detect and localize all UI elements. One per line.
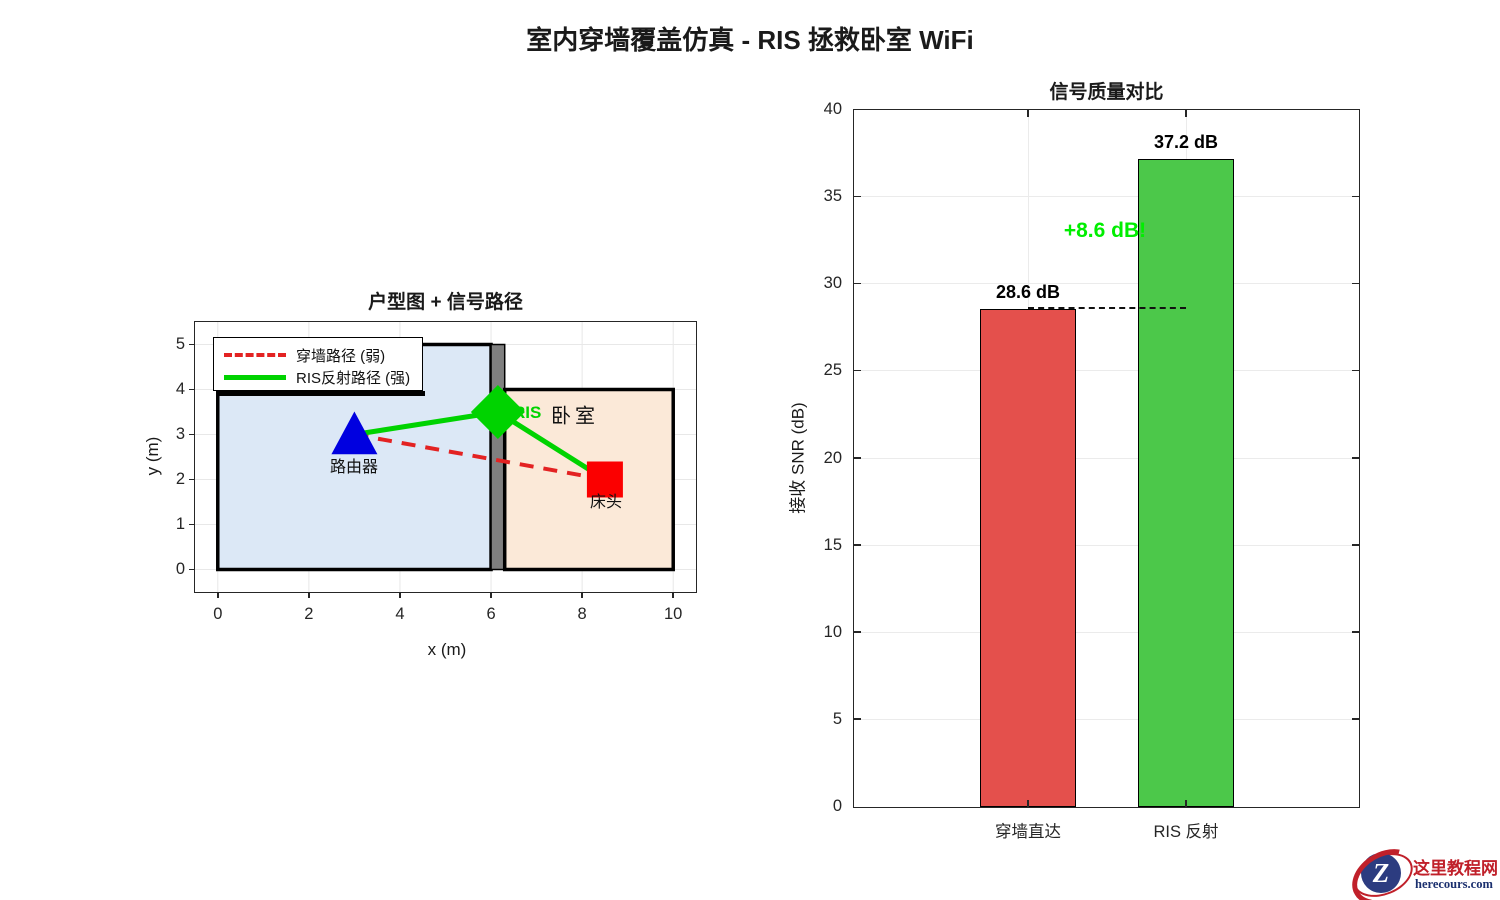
- fp-ytick-mark: [189, 343, 195, 346]
- path-through-wall-path: [354, 432, 606, 482]
- figure-title: 室内穿墙覆盖仿真 - RIS 拯救卧室 WiFi: [526, 25, 974, 55]
- bc-ytick-5: 25: [823, 361, 842, 380]
- fp-xtick-mark: [308, 592, 310, 598]
- fp-ytick-mark: [189, 568, 195, 571]
- bar-through-wall: [980, 308, 1076, 807]
- bc-ytick-mark-left: [854, 544, 861, 546]
- fp-ylabel: y (m): [143, 436, 162, 476]
- bc-xtick-mark-bottom: [1185, 800, 1187, 807]
- marker-bed: [586, 461, 623, 498]
- bc-ytick-mark-right: [1352, 544, 1359, 546]
- fp-xtick-4: 8: [577, 605, 587, 623]
- bc-ytick-mark-right: [1352, 457, 1359, 459]
- bar-ris: [1138, 158, 1234, 807]
- bc-ytick-mark-left: [854, 457, 861, 459]
- bc-ytick-mark-left: [854, 369, 861, 372]
- bc-ylabel: 接收 SNR (dB): [788, 402, 808, 514]
- fp-ytick-mark: [189, 433, 195, 436]
- bc-gridline: [854, 196, 1359, 198]
- fp-xtick-1: 2: [304, 605, 314, 623]
- bc-ytick-8: 40: [823, 100, 842, 118]
- bc-gridline: [854, 631, 1359, 633]
- fp-ytick-1: 1: [175, 514, 185, 533]
- bar-value-ris: 37.2 dB: [1153, 131, 1219, 152]
- site-logo: Z 这里教程网 herecours.com: [1342, 837, 1498, 900]
- fp-ytick-2: 2: [175, 469, 185, 488]
- logo-site-url: herecours.com: [1415, 877, 1493, 891]
- bedroom-label: 卧室: [551, 405, 599, 428]
- fp-xtick-3: 6: [486, 605, 496, 623]
- bc-gridline: [854, 283, 1359, 285]
- fp-ytick-4: 4: [175, 379, 185, 398]
- bc-xtick-mark-bottom: [1027, 800, 1029, 807]
- bc-ytick-4: 20: [823, 448, 842, 467]
- bc-ytick-mark-left: [854, 718, 861, 720]
- fp-ytick-mark: [189, 388, 195, 391]
- fp-xtick-5: 10: [664, 605, 683, 623]
- fp-ytick-3: 3: [175, 424, 185, 443]
- fp-ytick-5: 5: [175, 334, 185, 353]
- fp-xtick-mark: [672, 592, 674, 598]
- room-wall: [490, 343, 506, 571]
- fp-xtick-0: 0: [213, 605, 223, 623]
- bc-ytick-6: 30: [823, 274, 842, 293]
- bar-value-through-wall: 28.6 dB: [995, 281, 1061, 302]
- logo-site-name: 这里教程网: [1413, 859, 1498, 878]
- bc-xtick-mark-top: [1027, 110, 1029, 117]
- barchart-axes: 信号质量对比 28.6 dB 37.2 dB +8.6 dB! 0 5 10 1…: [789, 82, 1360, 841]
- bc-ytick-mark-right: [1352, 195, 1359, 198]
- bc-ytick-0: 0: [832, 797, 842, 815]
- bc-gridline: [854, 544, 1359, 546]
- bc-xtick-mark-top: [1185, 110, 1187, 117]
- marker-ris: [470, 385, 525, 439]
- fp-xtick-mark: [399, 592, 401, 598]
- bc-ytick-2: 10: [823, 622, 842, 641]
- bc-ytick-mark-left: [854, 631, 861, 633]
- bc-ytick-1: 5: [832, 709, 842, 728]
- logo-circle-icon: Z: [1361, 853, 1401, 893]
- bc-cat-through-wall: 穿墙直达: [995, 823, 1061, 841]
- legend-label-through-wall: 穿墙路径 (弱): [296, 347, 386, 365]
- barchart-title: 信号质量对比: [1049, 82, 1164, 103]
- legend-item-through-wall: 穿墙路径 (弱): [224, 344, 422, 366]
- bc-ytick-mark-left: [854, 195, 861, 198]
- baseline-dash: [1028, 306, 1186, 309]
- fp-ytick-mark: [189, 523, 195, 526]
- legend-dashed-line-sample: [224, 353, 286, 357]
- fp-xlabel: x (m): [427, 640, 467, 659]
- bc-gridline: [854, 457, 1359, 459]
- floorplan-title: 户型图 + 信号路径: [368, 292, 523, 313]
- bc-cat-ris: RIS 反射: [1153, 823, 1219, 841]
- bc-ytick-7: 35: [823, 187, 842, 206]
- floorplan-axes: 户型图 + 信号路径 路由器 RIS 卧室 床头 穿墙路径 (弱) RIS反射路…: [143, 292, 697, 659]
- ris-label: RIS: [513, 403, 542, 422]
- legend-item-ris: RIS反射路径 (强): [224, 366, 422, 388]
- bed-label: 床头: [589, 494, 623, 511]
- fp-xtick-mark: [581, 592, 583, 598]
- bc-ytick-mark-right: [1352, 718, 1359, 720]
- bc-ytick-mark-right: [1352, 282, 1359, 285]
- legend-label-ris: RIS反射路径 (强): [296, 369, 411, 387]
- router-label: 路由器: [329, 459, 379, 476]
- fp-xtick-mark: [490, 592, 492, 598]
- bc-ytick-mark-right: [1352, 369, 1359, 372]
- bc-gridline: [854, 718, 1359, 720]
- fp-xtick-mark: [217, 592, 219, 598]
- legend-solid-line-sample: [224, 374, 286, 380]
- floorplan-legend: 穿墙路径 (弱) RIS反射路径 (强): [213, 337, 423, 391]
- bc-ytick-3: 15: [823, 535, 842, 554]
- bc-ytick-mark-left: [854, 282, 861, 285]
- marker-router: [331, 411, 378, 455]
- bc-ytick-mark-right: [1352, 631, 1359, 633]
- fp-ytick-mark: [189, 478, 195, 481]
- fp-xtick-2: 4: [395, 605, 405, 623]
- legend-underline: [217, 391, 425, 396]
- bc-gridline: [854, 370, 1359, 372]
- logo-letter: Z: [1372, 857, 1390, 888]
- fp-ytick-0: 0: [175, 559, 185, 578]
- gain-annotation: +8.6 dB!: [1063, 219, 1147, 242]
